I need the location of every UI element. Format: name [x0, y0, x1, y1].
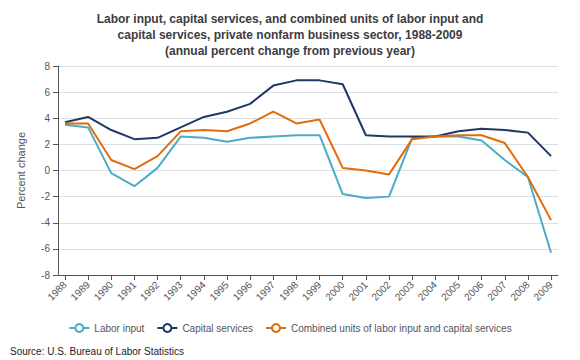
- svg-text:2006: 2006: [462, 279, 486, 303]
- svg-text:Combined units of labor input: Combined units of labor input and capita…: [291, 323, 512, 334]
- svg-text:1996: 1996: [231, 279, 255, 303]
- svg-text:4: 4: [44, 113, 50, 124]
- svg-text:(annual percent change from pr: (annual percent change from previous yea…: [165, 44, 415, 58]
- svg-text:2007: 2007: [485, 279, 509, 303]
- svg-text:Labor input: Labor input: [94, 323, 144, 334]
- svg-text:Percent change: Percent change: [15, 132, 27, 209]
- svg-text:2005: 2005: [439, 279, 463, 303]
- svg-text:2000: 2000: [323, 279, 347, 303]
- svg-text:2002: 2002: [369, 279, 393, 303]
- svg-text:Source: U.S. Bureau of Labor S: Source: U.S. Bureau of Labor Statistics: [10, 346, 184, 357]
- svg-text:-2: -2: [41, 191, 50, 202]
- svg-text:8: 8: [44, 61, 50, 72]
- svg-text:1989: 1989: [68, 279, 92, 303]
- svg-text:capital services, private nonf: capital services, private nonfarm busine…: [118, 28, 463, 42]
- svg-text:1997: 1997: [254, 279, 278, 303]
- svg-text:2009: 2009: [531, 279, 555, 303]
- svg-text:2: 2: [44, 139, 50, 150]
- svg-text:Capital services: Capital services: [182, 323, 253, 334]
- svg-text:2001: 2001: [346, 279, 370, 303]
- svg-text:2003: 2003: [393, 279, 417, 303]
- svg-text:1998: 1998: [277, 279, 301, 303]
- svg-text:2004: 2004: [416, 279, 440, 303]
- svg-text:Labor input, capital services,: Labor input, capital services, and combi…: [97, 12, 484, 26]
- svg-text:1991: 1991: [115, 279, 139, 303]
- svg-text:6: 6: [44, 87, 50, 98]
- svg-text:1993: 1993: [161, 279, 185, 303]
- svg-text:1990: 1990: [92, 279, 116, 303]
- svg-text:1994: 1994: [184, 279, 208, 303]
- svg-text:0: 0: [44, 165, 50, 176]
- svg-text:-8: -8: [41, 270, 50, 281]
- svg-text:1992: 1992: [138, 279, 162, 303]
- svg-text:-6: -6: [41, 243, 50, 254]
- svg-text:-4: -4: [41, 217, 50, 228]
- svg-text:1995: 1995: [207, 279, 231, 303]
- svg-text:1999: 1999: [300, 279, 324, 303]
- svg-text:1988: 1988: [45, 279, 69, 303]
- svg-text:2008: 2008: [508, 279, 532, 303]
